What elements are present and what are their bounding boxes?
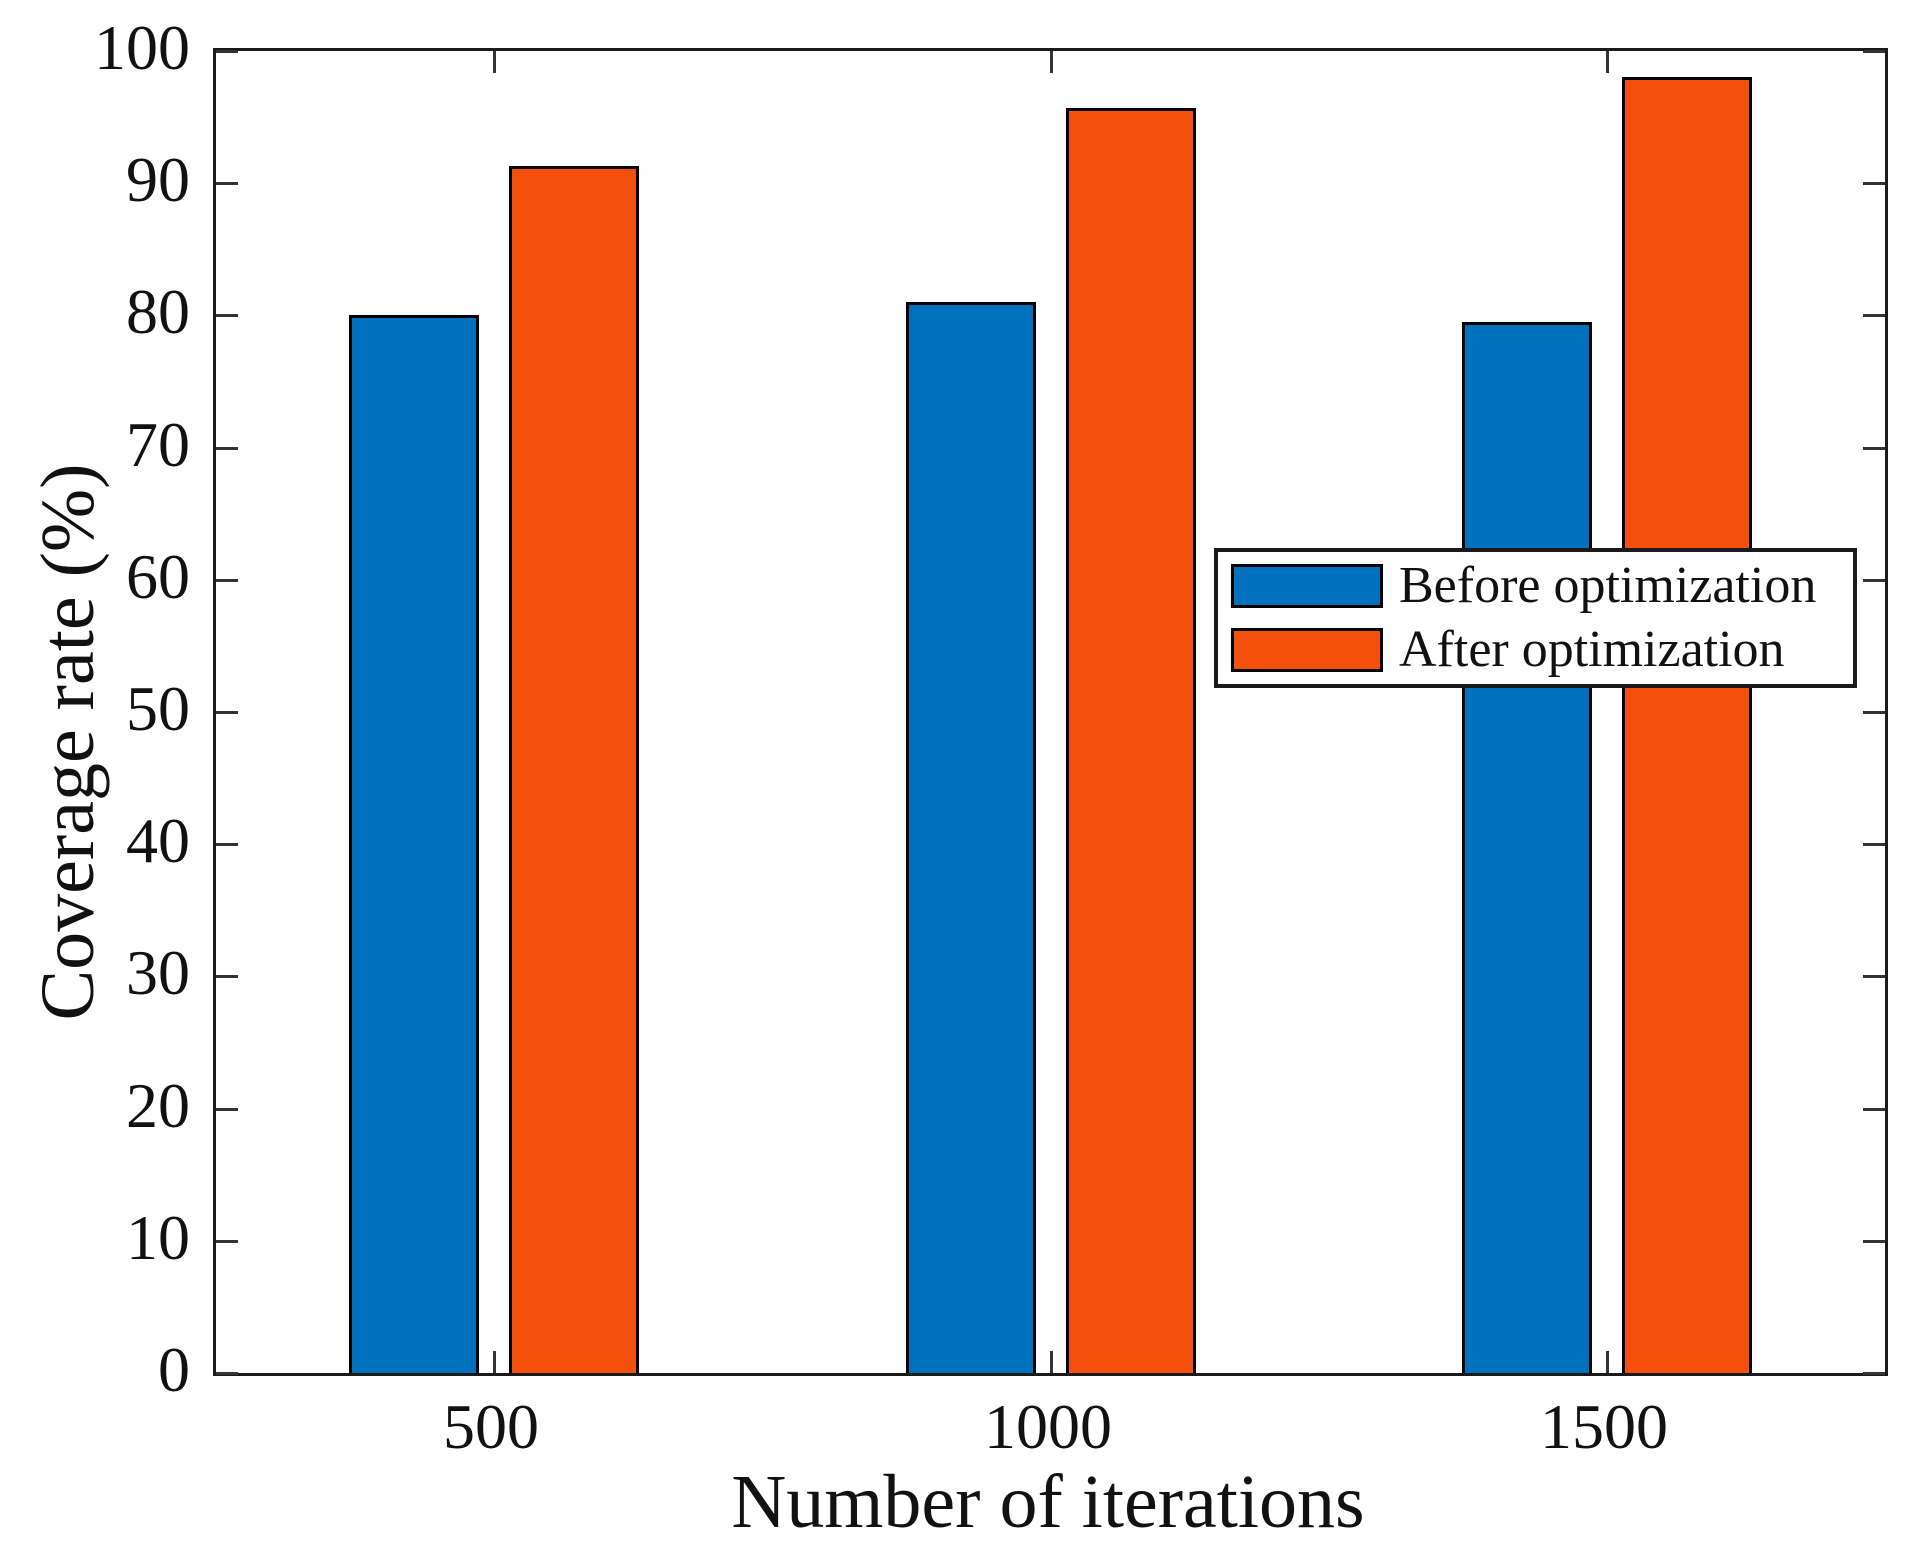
y-tick-left-60 [216,579,238,582]
y-tick-right-90 [1863,182,1885,185]
y-tick-left-80 [216,314,238,317]
y-tick-right-0 [1863,1372,1885,1375]
y-tick-left-10 [216,1240,238,1243]
y-tick-right-60 [1863,579,1885,582]
y-tick-right-20 [1863,1108,1885,1111]
x-tick-bottom-1000 [1050,1351,1053,1373]
plot-area [213,48,1888,1376]
legend-label-before: Before optimization [1399,557,1817,614]
y-tick-label-0: 0 [158,1334,190,1405]
y-tick-label-100: 100 [94,12,190,83]
y-tick-label-90: 90 [126,144,190,215]
y-tick-left-70 [216,447,238,450]
x-tick-label-500: 500 [443,1391,539,1462]
bar-before-1500 [1462,322,1592,1373]
x-tick-top-1500 [1606,51,1609,73]
y-tick-left-90 [216,182,238,185]
legend-swatch-after [1231,628,1383,672]
y-tick-right-30 [1863,975,1885,978]
x-tick-top-500 [493,51,496,73]
bar-before-500 [349,315,479,1373]
x-axis-label: Number of iterations [731,1460,1365,1544]
x-tick-top-1000 [1050,51,1053,73]
legend-label-after: After optimization [1399,621,1785,678]
bar-after-1500 [1622,77,1752,1373]
legend-entry-before: Before optimization [1231,557,1843,614]
y-tick-label-50: 50 [126,673,190,744]
y-tick-label-80: 80 [126,276,190,347]
x-tick-bottom-1500 [1606,1351,1609,1373]
y-tick-left-40 [216,843,238,846]
x-tick-bottom-500 [493,1351,496,1373]
y-tick-label-20: 20 [126,1070,190,1141]
bar-after-1000 [1066,108,1196,1373]
y-tick-left-100 [216,50,238,53]
y-tick-left-0 [216,1372,238,1375]
y-tick-left-20 [216,1108,238,1111]
y-tick-label-60: 60 [126,541,190,612]
y-tick-left-50 [216,711,238,714]
y-tick-right-70 [1863,447,1885,450]
y-tick-label-40: 40 [126,805,190,876]
legend: Before optimization After optimization [1214,548,1857,688]
y-tick-label-70: 70 [126,409,190,480]
x-tick-label-1500: 1500 [1540,1391,1668,1462]
bar-after-500 [509,166,639,1373]
y-tick-right-100 [1863,50,1885,53]
legend-entry-after: After optimization [1231,621,1843,678]
y-tick-label-30: 30 [126,937,190,1008]
y-tick-right-40 [1863,843,1885,846]
y-tick-right-10 [1863,1240,1885,1243]
x-tick-label-1000: 1000 [984,1391,1112,1462]
y-tick-left-30 [216,975,238,978]
bar-before-1000 [906,302,1036,1373]
legend-swatch-before [1231,564,1383,608]
y-tick-right-80 [1863,314,1885,317]
y-tick-label-10: 10 [126,1202,190,1273]
y-tick-right-50 [1863,711,1885,714]
